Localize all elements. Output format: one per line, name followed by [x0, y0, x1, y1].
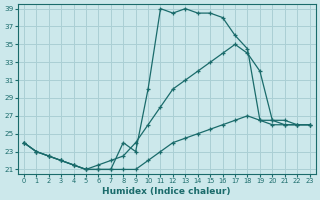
X-axis label: Humidex (Indice chaleur): Humidex (Indice chaleur) — [102, 187, 231, 196]
